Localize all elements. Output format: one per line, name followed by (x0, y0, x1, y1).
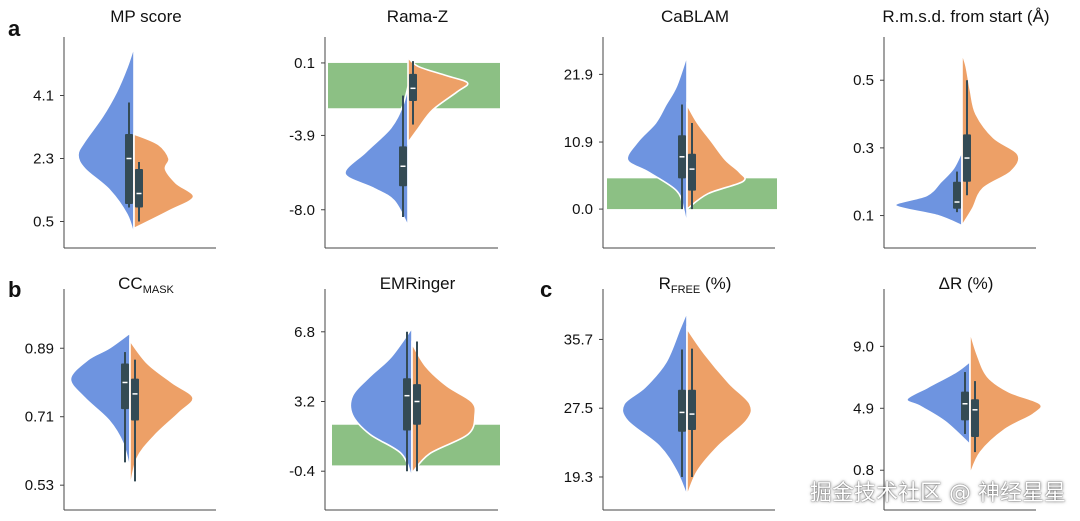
y-tick-label: -8.0 (289, 202, 315, 219)
panel-letter-c: c (540, 277, 552, 302)
y-tick-label: 21.9 (564, 66, 593, 83)
title-main: Rama-Z (387, 7, 448, 26)
violin-orange (133, 132, 195, 230)
title-subscript: MASK (143, 284, 175, 296)
title-subscript: FREE (671, 284, 700, 296)
violin-orange (961, 52, 1020, 229)
panel-4: R.m.s.d. from start (Å) 0.5 0.3 0.1 (853, 7, 1050, 249)
violin-blue (894, 150, 963, 227)
y-tick-label: -0.4 (289, 463, 315, 480)
box-orange (688, 389, 696, 431)
y-tick-label: 0.5 (33, 214, 54, 231)
title-main: MP score (110, 7, 182, 26)
panel-6: EMRinger 6.8 3.2 -0.4 (289, 274, 500, 511)
violin-orange (969, 331, 1043, 476)
panel-8: ΔR (%) 9.0 4.9 0.8 (853, 274, 1043, 511)
box-orange (971, 399, 979, 437)
y-tick-label: 4.1 (33, 88, 54, 105)
title-main: CaBLAM (661, 7, 729, 26)
y-tick-label: 0.1 (853, 208, 874, 225)
box-orange (135, 169, 143, 208)
panel-title: EMRinger (380, 274, 456, 293)
box-blue (953, 181, 961, 209)
violin-orange (686, 325, 753, 497)
y-tick-label: 9.0 (853, 338, 874, 355)
panel-1: MP score 4.1 2.3 0.5 (33, 7, 216, 249)
violin-orange (686, 101, 746, 211)
y-tick-label: 0.1 (294, 55, 315, 72)
panel-title: RFREE (%) (659, 274, 732, 296)
panel-letter-b: b (8, 277, 21, 302)
y-tick-label: 10.9 (564, 134, 593, 151)
y-tick-label: 2.3 (33, 151, 54, 168)
y-tick-label: 0.71 (25, 409, 54, 426)
title-main: EMRinger (380, 274, 456, 293)
y-tick-label: 0.8 (853, 462, 874, 479)
y-tick-label: 0.53 (25, 477, 54, 494)
violin-blue (349, 325, 413, 480)
panel-title: Rama-Z (387, 7, 448, 26)
y-tick-label: 4.9 (853, 400, 874, 417)
y-tick-label: 6.8 (294, 324, 315, 341)
violin-blue (621, 311, 688, 497)
violin-blue (69, 331, 131, 471)
y-tick-label: 27.5 (564, 400, 593, 417)
box-orange (131, 378, 139, 421)
panel-7: RFREE (%) 35.7 27.5 19.3 (564, 274, 775, 511)
y-tick-label: 0.5 (853, 72, 874, 89)
panel-title: MP score (110, 7, 182, 26)
y-tick-label: 0.0 (572, 201, 593, 218)
title-main: R.m.s.d. from start (Å) (882, 7, 1049, 26)
title-main: CC (118, 274, 143, 293)
title-main: R (659, 274, 671, 293)
box-orange (409, 73, 417, 101)
y-tick-label: 0.89 (25, 340, 54, 357)
title-main: ΔR (%) (939, 274, 994, 293)
violin-blue (77, 46, 135, 236)
panel-5: CCMASK 0.89 0.71 0.53 (25, 274, 216, 511)
box-blue (403, 378, 411, 431)
panel-2: Rama-Z 0.1 -3.9 -8.0 (289, 7, 500, 249)
watermark: 掘金技术社区 @ 神经星星 (810, 481, 1066, 506)
y-tick-label: 0.3 (853, 140, 874, 157)
panel-title: CCMASK (118, 274, 174, 296)
title-suffix: (%) (700, 274, 731, 293)
violin-orange (129, 338, 194, 490)
violin-blue (906, 359, 971, 447)
y-tick-label: 19.3 (564, 469, 593, 486)
panel-3: CaBLAM 21.9 10.9 0.0 (564, 7, 777, 249)
box-blue (678, 389, 686, 432)
panel-title: ΔR (%) (939, 274, 994, 293)
violin-orange (411, 340, 477, 476)
box-blue (121, 363, 129, 410)
box-blue (125, 134, 133, 204)
panel-title: CaBLAM (661, 7, 729, 26)
y-tick-label: -3.9 (289, 127, 315, 144)
box-orange (413, 384, 421, 425)
box-blue (961, 391, 969, 421)
panel-title: R.m.s.d. from start (Å) (882, 7, 1049, 26)
panel-letter-a: a (8, 16, 21, 41)
box-orange (688, 153, 696, 191)
violin-orange (407, 55, 469, 146)
y-tick-label: 35.7 (564, 331, 593, 348)
y-tick-label: 3.2 (294, 394, 315, 411)
